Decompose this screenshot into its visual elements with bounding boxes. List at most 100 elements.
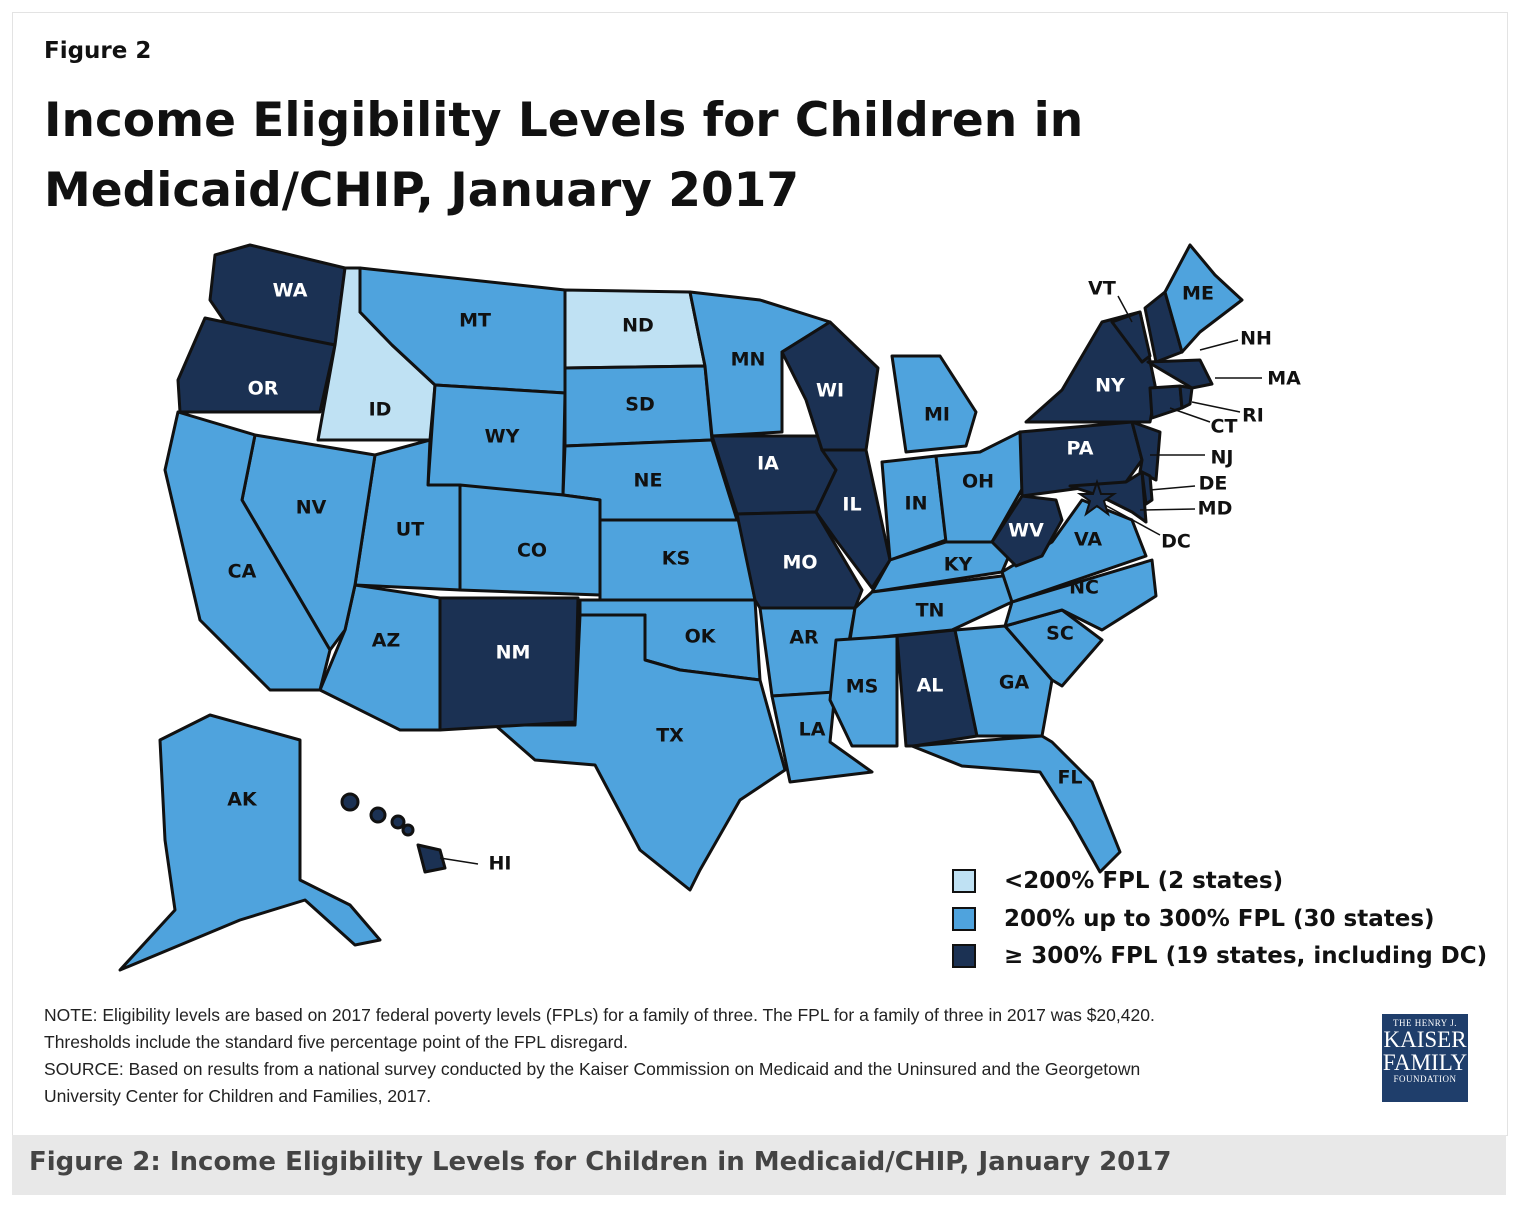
state-label-ny: NY — [1095, 375, 1125, 397]
state-label-ri: RI — [1242, 405, 1264, 427]
state-label-nm: NM — [496, 642, 531, 664]
state-pa — [1018, 420, 1144, 498]
state-label-mt: MT — [459, 310, 491, 332]
state-label-tn: TN — [916, 600, 945, 622]
legend-label: <200% FPL (2 states) — [1004, 868, 1284, 894]
state-al — [895, 628, 979, 748]
state-label-mo: MO — [782, 552, 817, 574]
state-label-ky: KY — [944, 554, 973, 576]
note-line: NOTE: Eligibility levels are based on 20… — [44, 1005, 1155, 1025]
state-hi — [416, 843, 447, 874]
state-hi-island — [369, 806, 387, 824]
state-label-ma: MA — [1267, 368, 1301, 390]
state-hi-island — [390, 814, 406, 830]
legend-item-200-to-300: 200% up to 300% FPL (30 states) — [952, 906, 1435, 932]
state-label-dc: DC — [1161, 531, 1191, 553]
state-label-nd: ND — [622, 315, 654, 337]
leader-line — [1199, 339, 1239, 351]
state-label-in: IN — [905, 493, 928, 515]
state-label-ms: MS — [846, 676, 879, 698]
state-label-ar: AR — [789, 627, 819, 649]
state-label-me: ME — [1182, 283, 1214, 305]
state-il — [814, 448, 892, 590]
legend-label: ≥ 300% FPL (19 states, including DC) — [1004, 943, 1488, 969]
state-nm — [438, 596, 580, 732]
state-label-de: DE — [1199, 473, 1228, 495]
state-label-md: MD — [1198, 498, 1233, 520]
state-label-ks: KS — [662, 548, 690, 570]
state-label-fl: FL — [1057, 767, 1082, 789]
state-label-pa: PA — [1067, 438, 1094, 460]
state-label-nv: NV — [296, 497, 327, 519]
state-hi-island — [340, 792, 360, 812]
kaiser-family-foundation-logo: THE HENRY J. KAISER FAMILY FOUNDATION — [1382, 1014, 1468, 1102]
state-mi — [890, 354, 978, 454]
source-line: University Center for Children and Famil… — [44, 1086, 432, 1106]
state-label-ak: AK — [227, 789, 258, 811]
state-label-ia: IA — [757, 453, 779, 475]
state-me — [1163, 243, 1244, 354]
leader-line — [1117, 295, 1133, 323]
leader-line — [1149, 485, 1196, 491]
state-label-sc: SC — [1046, 623, 1074, 645]
state-la — [770, 690, 874, 784]
state-label-ct: CT — [1211, 416, 1238, 438]
legend-swatch — [952, 869, 976, 893]
leader-line — [1139, 508, 1196, 511]
state-label-nh: NH — [1240, 328, 1272, 350]
state-label-ca: CA — [228, 561, 257, 583]
state-label-ut: UT — [396, 519, 424, 541]
state-label-wy: WY — [485, 426, 520, 448]
state-label-nc: NC — [1069, 577, 1099, 599]
state-label-wa: WA — [273, 280, 308, 302]
state-label-oh: OH — [962, 471, 994, 493]
state-ca — [163, 410, 332, 692]
state-label-ga: GA — [999, 672, 1030, 694]
state-tx — [493, 613, 787, 892]
state-mn — [688, 290, 832, 438]
legend-item-above-300: ≥ 300% FPL (19 states, including DC) — [952, 943, 1487, 969]
state-label-va: VA — [1074, 529, 1102, 551]
source-line: SOURCE: Based on results from a national… — [44, 1059, 1141, 1079]
leader-line — [1169, 407, 1211, 423]
leader-line — [439, 857, 479, 865]
caption-bar: Figure 2: Income Eligibility Levels for … — [12, 1135, 1506, 1195]
state-label-ne: NE — [634, 470, 663, 492]
state-vt — [1110, 310, 1152, 364]
state-label-wv: WV — [1008, 520, 1044, 542]
state-label-id: ID — [369, 399, 392, 421]
state-label-wi: WI — [816, 380, 844, 402]
legend-swatch — [952, 907, 976, 931]
notes: NOTE: Eligibility levels are based on 20… — [44, 1002, 1155, 1110]
state-label-az: AZ — [372, 630, 400, 652]
state-or — [176, 316, 337, 414]
state-label-sd: SD — [625, 394, 654, 416]
state-label-or: OR — [248, 378, 279, 400]
state-label-co: CO — [517, 540, 547, 562]
leader-line — [1191, 401, 1241, 413]
legend-swatch — [952, 944, 976, 968]
logo-text: THE HENRY J. — [1393, 1018, 1457, 1028]
note-line: Thresholds include the standard five per… — [44, 1032, 629, 1052]
leader-line — [1104, 504, 1161, 536]
state-label-la: LA — [799, 719, 826, 741]
figure-label: Figure 2 — [44, 38, 152, 64]
state-label-mi: MI — [924, 404, 950, 426]
state-de — [1140, 470, 1154, 506]
caption-text: Figure 2: Income Eligibility Levels for … — [29, 1147, 1172, 1177]
state-ri — [1178, 384, 1194, 410]
state-label-mn: MN — [731, 349, 766, 371]
state-label-vt: VT — [1088, 278, 1116, 300]
state-label-nj: NJ — [1211, 447, 1234, 469]
state-fl — [910, 734, 1122, 874]
state-ct — [1148, 384, 1184, 420]
legend-item-below-200: <200% FPL (2 states) — [952, 868, 1283, 894]
state-label-hi: HI — [489, 853, 512, 875]
state-ms — [828, 634, 899, 748]
state-nc — [1003, 558, 1158, 632]
map-title: Income Eligibility Levels for Children i… — [44, 93, 1084, 218]
logo-text: FAMILY — [1382, 1050, 1468, 1075]
state-label-tx: TX — [656, 725, 684, 747]
state-label-al: AL — [917, 675, 944, 697]
